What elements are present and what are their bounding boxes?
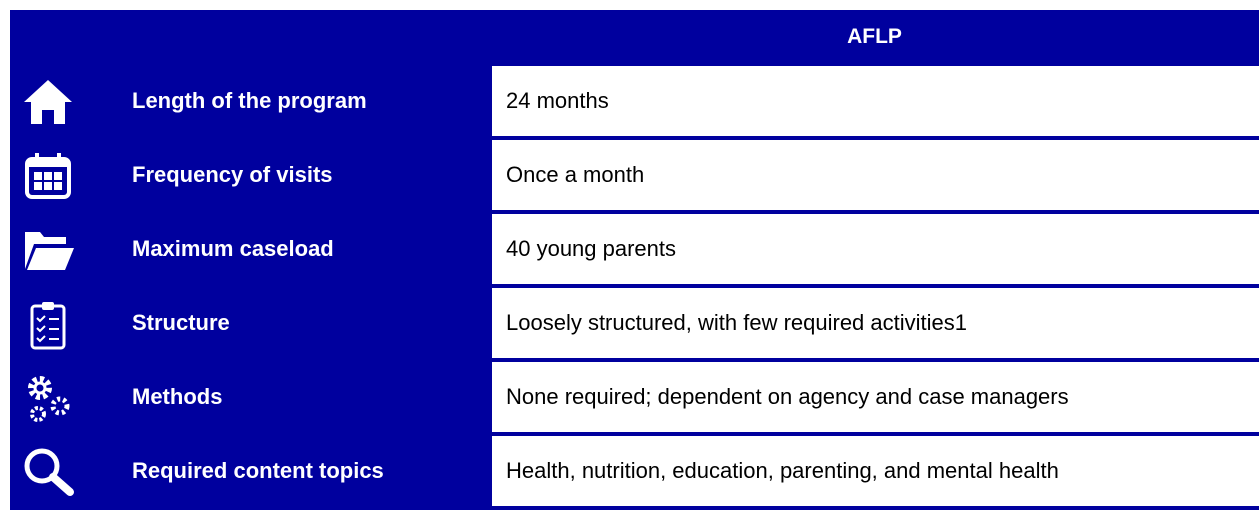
row-label: Maximum caseload <box>132 236 334 261</box>
row-icon <box>25 232 74 270</box>
table-row: Methods None required; dependent on agenc… <box>10 362 1259 432</box>
table-row: Frequency of visits Once a month <box>10 140 1259 210</box>
row-value: 40 young parents <box>492 214 1259 284</box>
table-row: Structure Loosely structured, with few re… <box>10 288 1259 358</box>
table-row: Required content topics Health, nutrition… <box>10 436 1259 506</box>
row-value: Once a month <box>492 140 1259 210</box>
table-row: Maximum caseload 40 young parents <box>10 214 1259 284</box>
row-value: None required; dependent on agency and c… <box>492 362 1259 432</box>
table-row: Length of the program 24 months <box>10 66 1259 136</box>
row-label: Structure <box>132 310 230 335</box>
row-value: Health, nutrition, education, parenting,… <box>492 436 1259 506</box>
column-header: AFLP <box>847 25 902 48</box>
row-icon <box>24 80 72 124</box>
row-label: Methods <box>132 384 223 409</box>
row-icon <box>24 448 74 496</box>
row-icon <box>25 153 71 199</box>
row-label: Frequency of visits <box>132 162 333 187</box>
row-label: Length of the program <box>132 88 367 113</box>
row-icon <box>30 302 66 350</box>
table: AFLP Length of the program 24 months Frequ… <box>10 10 1259 510</box>
row-label: Required content topics <box>132 458 384 483</box>
row-value: 24 months <box>492 66 1259 136</box>
row-value: Loosely structured, with few required ac… <box>492 288 1259 358</box>
row-icon <box>28 376 70 422</box>
